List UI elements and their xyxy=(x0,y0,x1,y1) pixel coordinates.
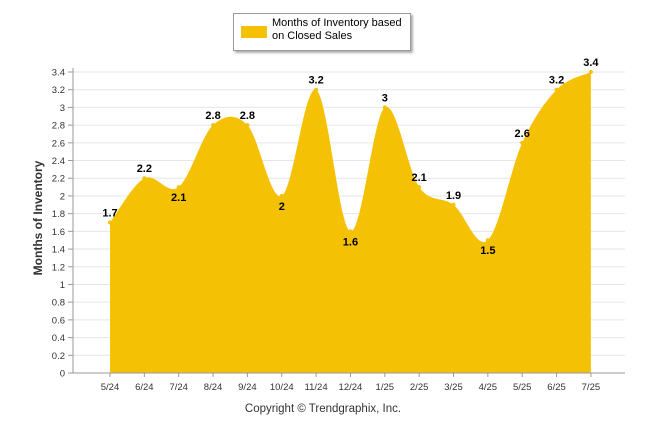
y-tick-label: 1.8 xyxy=(52,209,65,220)
data-point xyxy=(279,193,284,198)
x-tick-label: 4/25 xyxy=(479,382,498,393)
axes xyxy=(72,68,625,374)
data-point xyxy=(520,140,525,145)
x-tick-label: 10/24 xyxy=(270,382,294,393)
data-point xyxy=(142,176,147,181)
y-tick-label: 2 xyxy=(60,191,65,202)
data-point xyxy=(554,87,559,92)
data-label: 1.9 xyxy=(446,190,461,202)
data-labels: 1.7 2.2 2.1 2.8 2.8 2 3.2 1.6 3 2.1 1.9 1.5 2.6 3.2 3.… xyxy=(102,57,599,257)
data-label: 1.6 xyxy=(343,236,358,248)
data-label: 2.1 xyxy=(171,192,186,204)
legend: Months of Inventory based on Closed Sale… xyxy=(233,13,411,51)
y-tick-label: 1.2 xyxy=(52,262,65,273)
data-point xyxy=(485,238,490,243)
data-label: 1.5 xyxy=(480,245,495,257)
x-tick-label: 12/24 xyxy=(339,382,363,393)
data-label: 2.1 xyxy=(412,172,427,184)
data-point xyxy=(348,229,353,234)
data-label: 1.7 xyxy=(102,208,117,220)
y-tick-label: 2.2 xyxy=(52,174,65,185)
y-tick-label: 3.2 xyxy=(52,85,65,96)
y-tick-label: 0 xyxy=(60,369,65,380)
legend-swatch xyxy=(241,26,267,38)
data-point xyxy=(176,185,181,190)
data-point xyxy=(108,220,112,225)
y-tick-label: 3.4 xyxy=(52,68,65,79)
y-tick-label: 3 xyxy=(60,103,65,114)
data-point xyxy=(451,202,456,207)
copyright-footer: Copyright © Trendgraphix, Inc. xyxy=(244,403,402,415)
x-tick-label: 6/24 xyxy=(135,382,154,393)
y-tick-label: 2.6 xyxy=(52,138,65,149)
area-series-fill xyxy=(110,72,591,373)
y-tick-label: 2.8 xyxy=(52,121,65,132)
data-label: 2.8 xyxy=(240,110,255,122)
data-label: 3.2 xyxy=(549,75,564,87)
x-tick-label: 5/24 xyxy=(101,382,120,393)
area-series xyxy=(108,70,593,373)
x-tick-label: 11/24 xyxy=(305,382,328,393)
x-tick-label: 2/25 xyxy=(410,382,429,393)
x-tick-label: 7/25 xyxy=(582,382,601,393)
data-label: 2 xyxy=(279,201,285,213)
data-point xyxy=(417,185,422,190)
x-tick-label: 7/24 xyxy=(169,382,188,393)
x-tick-label: 8/24 xyxy=(204,382,223,393)
x-tick-label: 9/24 xyxy=(238,382,257,393)
y-tick-label: 1.6 xyxy=(52,227,65,238)
data-label: 3.2 xyxy=(308,75,323,87)
y-tick-label: 1.4 xyxy=(52,245,65,256)
y-axis-title: Months of Inventory xyxy=(31,160,45,275)
legend-label: Months of Inventory based on Closed Sale… xyxy=(272,17,402,42)
y-tick-labels: 0 0.2 0.4 0.6 0.8 1 1.2 1.4 1.6 1.8 2 2.2 2.4 2.6 2.8 3… xyxy=(52,68,65,380)
data-label: 3 xyxy=(382,92,388,104)
data-label: 3.4 xyxy=(583,57,599,69)
x-tick-labels: 5/24 6/24 7/24 8/24 9/24 10/24 11/24 12/24 1/25 2… xyxy=(101,373,600,393)
x-tick-label: 1/25 xyxy=(376,382,395,393)
data-label: 2.8 xyxy=(205,110,220,122)
y-tick-label: 0.6 xyxy=(52,315,65,326)
y-tick-label: 0.8 xyxy=(52,298,65,309)
data-point xyxy=(314,87,319,92)
data-point xyxy=(382,105,387,110)
x-tick-label: 3/25 xyxy=(444,382,463,393)
data-point xyxy=(588,70,593,74)
x-tick-label: 5/25 xyxy=(513,382,532,393)
data-point xyxy=(245,123,250,128)
y-tick-label: 2.4 xyxy=(52,156,65,167)
data-label: 2.6 xyxy=(515,128,530,140)
x-tick-label: 6/25 xyxy=(547,382,566,393)
y-tick-label: 1 xyxy=(60,280,65,291)
data-point xyxy=(211,123,216,128)
y-tick-label: 0.2 xyxy=(52,351,65,362)
data-label: 2.2 xyxy=(137,163,152,175)
y-tick-label: 0.4 xyxy=(52,333,65,344)
